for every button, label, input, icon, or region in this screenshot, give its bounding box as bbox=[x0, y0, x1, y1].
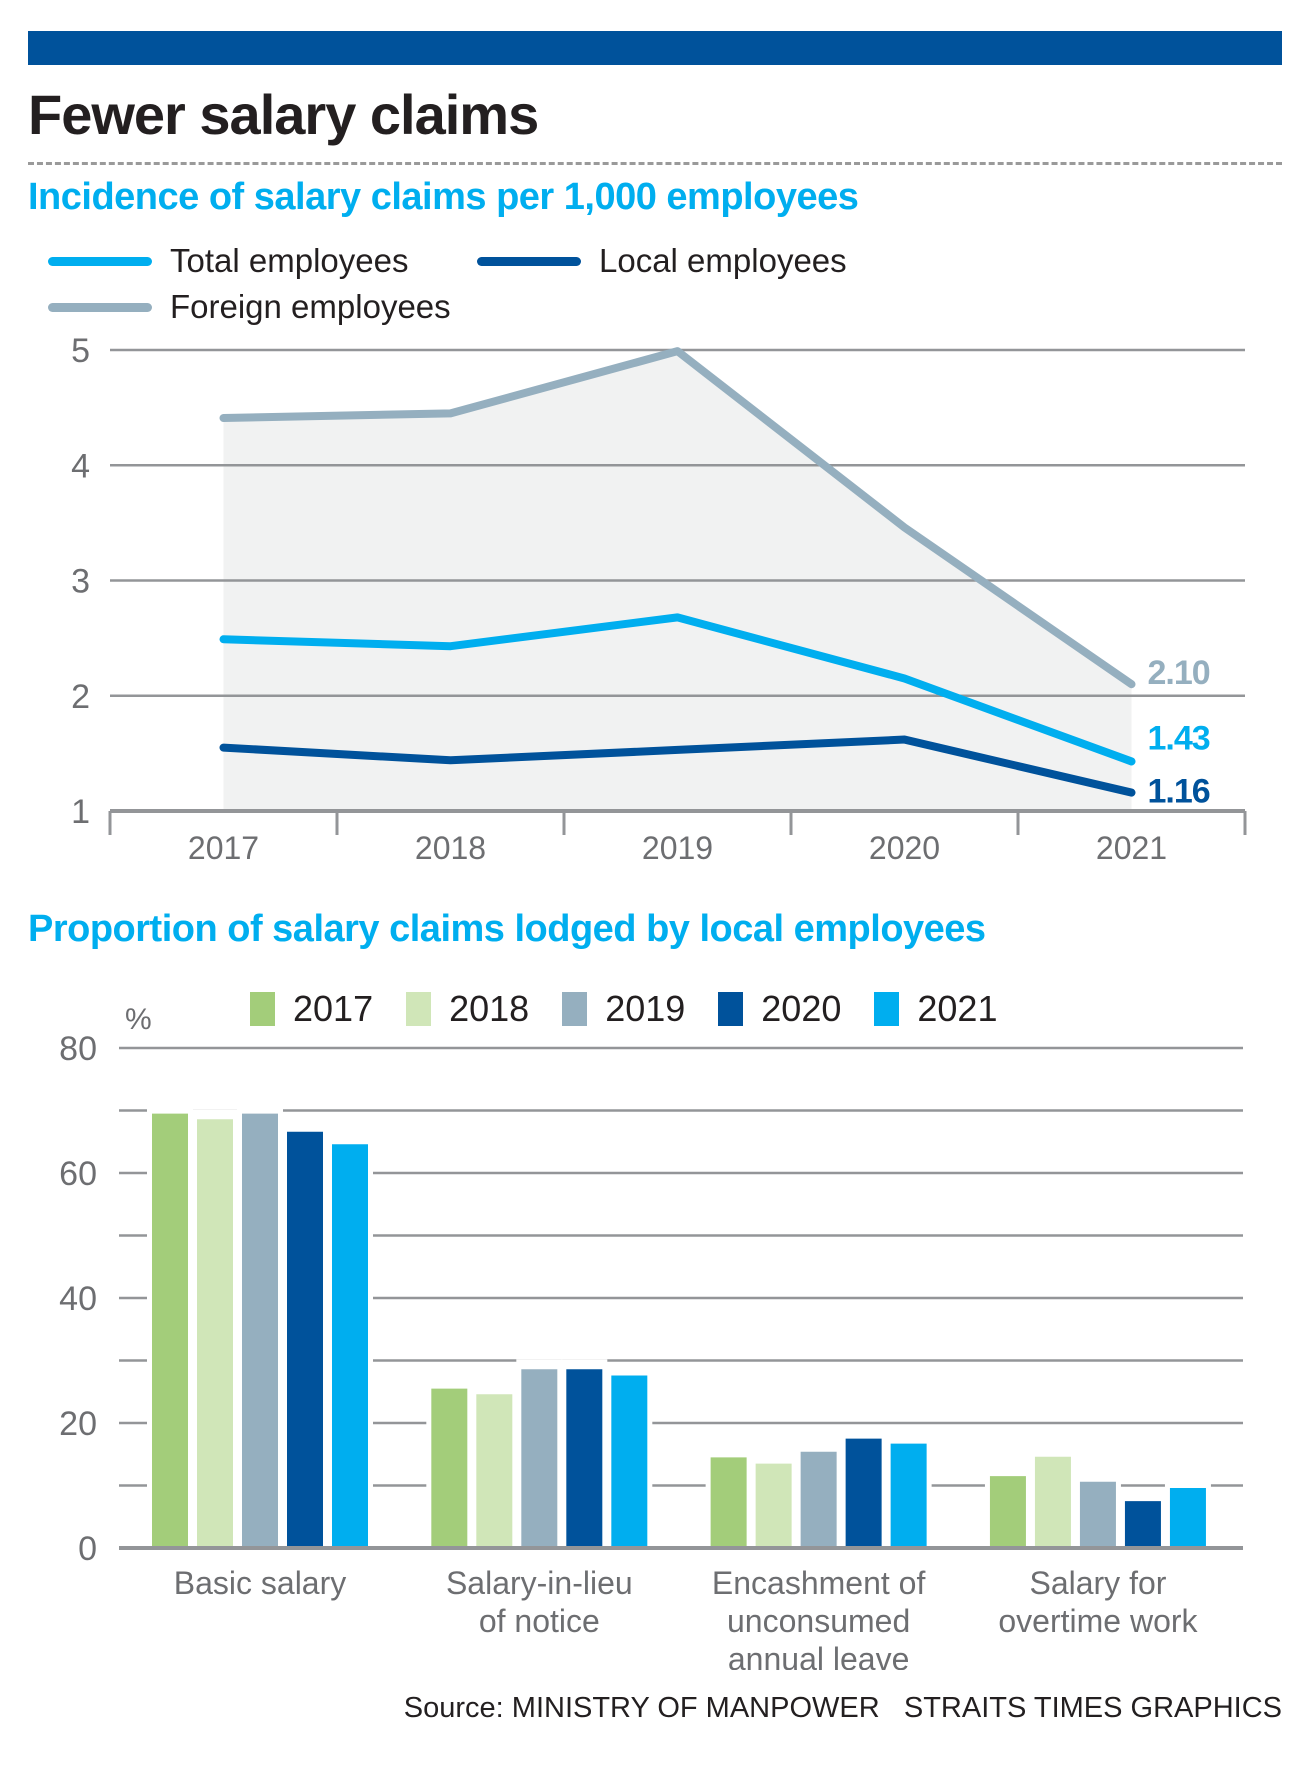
bar-legend-label: 2021 bbox=[917, 988, 998, 1029]
legend-item-foreign: Foreign employees bbox=[48, 288, 451, 326]
line-chart: 1 2 3 4 5 2017 2018 2019 2020 2021 1.43 1.16 2.10 bbox=[71, 332, 1247, 866]
line-chart-title: Incidence of salary claims per 1,000 emp… bbox=[28, 176, 859, 218]
y-tick-label: 40 bbox=[59, 1280, 97, 1318]
category-label: Salary for bbox=[1029, 1565, 1166, 1601]
y-tick-label: 4 bbox=[71, 447, 90, 485]
category-label: of notice bbox=[479, 1603, 600, 1639]
source-note: Source: MINISTRY OF MANPOWER STRAITS TIM… bbox=[404, 1692, 1282, 1725]
bar-unit-label: % bbox=[125, 1003, 152, 1036]
bar-2019 bbox=[800, 1451, 837, 1548]
bar-legend-label: 2019 bbox=[605, 988, 686, 1029]
bar-legend-swatch bbox=[562, 992, 588, 1026]
x-tick-label: 2018 bbox=[415, 830, 486, 866]
bar-legend-swatch bbox=[250, 992, 275, 1026]
category-label: unconsumed bbox=[727, 1603, 910, 1639]
bar-legend-item: 2021 bbox=[874, 988, 997, 1030]
bar-2017 bbox=[989, 1476, 1026, 1548]
bar-2020 bbox=[1124, 1501, 1161, 1548]
legend-item-total: Total employees bbox=[48, 242, 408, 280]
x-tick-label: 2017 bbox=[188, 830, 259, 866]
category-label: Salary-in-lieu bbox=[446, 1565, 633, 1601]
end-value-label: 1.43 bbox=[1148, 719, 1210, 757]
divider bbox=[28, 162, 1282, 165]
bar-2018 bbox=[755, 1463, 792, 1548]
bar-2017 bbox=[152, 1113, 188, 1548]
legend-label-total: Total employees bbox=[170, 242, 409, 279]
bar-2021 bbox=[1169, 1488, 1206, 1548]
bar-2018 bbox=[197, 1119, 233, 1548]
bar-2018 bbox=[1034, 1456, 1071, 1548]
bar-2020 bbox=[845, 1438, 882, 1548]
credit-text: STRAITS TIMES GRAPHICS bbox=[903, 1692, 1282, 1724]
bar-2019 bbox=[242, 1113, 278, 1548]
bar-legend-swatch bbox=[874, 992, 900, 1026]
y-tick-label: 20 bbox=[59, 1405, 97, 1443]
bar-2019 bbox=[1079, 1481, 1116, 1548]
legend-item-local: Local employees bbox=[477, 242, 847, 280]
bar-legend-swatch bbox=[406, 992, 432, 1026]
x-tick-label: 2021 bbox=[1096, 830, 1167, 866]
bar-2020 bbox=[566, 1369, 603, 1548]
legend-swatch-local bbox=[477, 256, 581, 266]
bar-legend-label: 2018 bbox=[449, 988, 530, 1029]
x-tick-label: 2019 bbox=[642, 830, 713, 866]
bar-2021 bbox=[611, 1375, 648, 1548]
bar-legend-item: 2019 bbox=[562, 988, 685, 1030]
source-text: Source: MINISTRY OF MANPOWER bbox=[403, 1692, 880, 1724]
y-tick-label: 2 bbox=[71, 678, 90, 716]
category-label: Basic salary bbox=[174, 1565, 347, 1601]
bar-legend-swatch bbox=[718, 992, 744, 1026]
bar-chart-title: Proportion of salary claims lodged by lo… bbox=[28, 908, 986, 950]
page-title: Fewer salary claims bbox=[28, 83, 539, 146]
y-tick-label: 60 bbox=[59, 1155, 97, 1193]
bar-2017 bbox=[431, 1388, 468, 1548]
legend-swatch-total bbox=[48, 256, 152, 266]
end-value-label: 2.10 bbox=[1148, 654, 1210, 692]
bar-legend-item: 2018 bbox=[406, 988, 529, 1030]
bar-legend-label: 2020 bbox=[761, 988, 842, 1029]
x-tick-label: 2020 bbox=[869, 830, 940, 866]
bar-2019 bbox=[521, 1369, 558, 1548]
end-value-label: 1.16 bbox=[1148, 773, 1210, 811]
bar-2021 bbox=[890, 1443, 927, 1548]
bar-2020 bbox=[287, 1131, 323, 1548]
legend-label-foreign: Foreign employees bbox=[170, 288, 451, 325]
bar-legend: 2017 2018 2019 2020 2021 bbox=[250, 988, 1030, 1030]
legend-label-local: Local employees bbox=[599, 242, 847, 279]
category-label: Encashment of bbox=[712, 1565, 926, 1601]
bar-legend-item: 2017 bbox=[250, 988, 373, 1030]
y-tick-label: 1 bbox=[71, 793, 90, 831]
bar-2018 bbox=[476, 1394, 513, 1548]
y-tick-label: 5 bbox=[71, 332, 90, 370]
y-tick-label: 80 bbox=[59, 1030, 97, 1068]
bar-2017 bbox=[710, 1457, 747, 1548]
header-bar bbox=[28, 31, 1282, 65]
y-tick-label: 0 bbox=[78, 1530, 97, 1568]
legend-swatch-foreign bbox=[48, 302, 152, 312]
category-label: annual leave bbox=[728, 1641, 909, 1670]
y-tick-label: 3 bbox=[71, 563, 90, 601]
bar-legend-label: 2017 bbox=[293, 988, 374, 1029]
bar-2021 bbox=[332, 1144, 368, 1548]
bar-legend-item: 2020 bbox=[718, 988, 841, 1030]
category-label: overtime work bbox=[998, 1603, 1198, 1639]
